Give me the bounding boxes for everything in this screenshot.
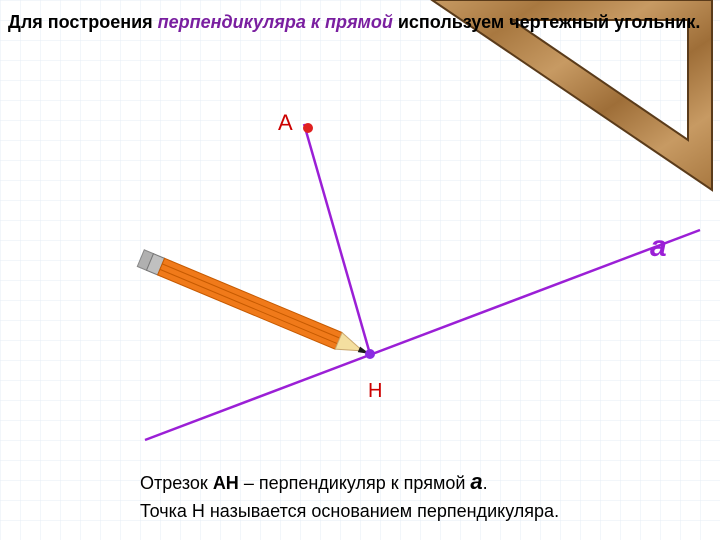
caption-l1-bold: АН [213,473,239,493]
point-h [365,349,375,359]
point-label-a: A [278,110,293,136]
title-prefix: Для построения [8,12,158,32]
title-emphasis: перпендикуляра к прямой [158,12,393,32]
line-label-a: a [650,230,667,264]
caption-l1-mid: – перпендикуляр к прямой [239,473,471,493]
caption-line-1: Отрезок АН – перпендикуляр к прямой a. [140,465,559,498]
grid-background [0,0,720,540]
diagram-stage: Для построения перпендикуляра к прямой и… [0,0,720,540]
caption-l1-italic: a [470,469,482,494]
caption-block: Отрезок АН – перпендикуляр к прямой a. Т… [140,465,559,525]
caption-l1-suffix: . [483,473,488,493]
caption-line-2: Точка Н называется основанием перпендику… [140,498,559,525]
title-line: Для построения перпендикуляра к прямой и… [8,12,712,33]
caption-l1-prefix: Отрезок [140,473,213,493]
point-a [303,123,313,133]
point-label-h: H [368,380,382,403]
title-suffix: используем чертежный угольник. [393,12,701,32]
